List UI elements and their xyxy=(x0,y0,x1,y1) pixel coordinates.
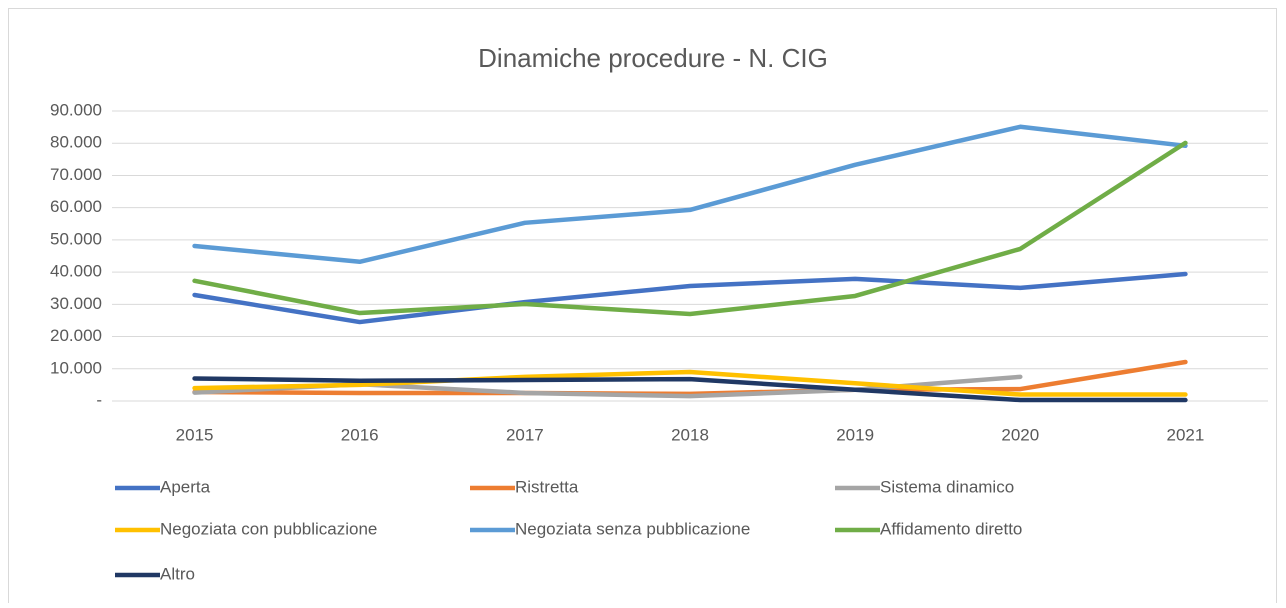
y-tick-label: - xyxy=(96,390,102,409)
legend-label: Negoziata con pubblicazione xyxy=(160,519,377,538)
legend-label: Ristretta xyxy=(515,477,579,496)
x-tick-label: 2015 xyxy=(176,425,214,444)
y-tick-label: 10.000 xyxy=(50,358,102,377)
series-line xyxy=(192,124,1188,265)
series-line xyxy=(192,359,1188,397)
legend-label: Altro xyxy=(160,564,195,583)
legend-label: Aperta xyxy=(160,477,211,496)
x-tick-label: 2017 xyxy=(506,425,544,444)
chart-frame xyxy=(8,8,1277,608)
legend-label: Negoziata senza pubblicazione xyxy=(515,519,750,538)
series-line xyxy=(192,369,1188,397)
chart-title: Dinamiche procedure - N. CIG xyxy=(478,43,828,73)
y-tick-label: 40.000 xyxy=(50,262,102,281)
series-line xyxy=(192,376,1188,403)
y-tick-label: 60.000 xyxy=(50,197,102,216)
y-tick-label: 30.000 xyxy=(50,294,102,313)
x-tick-label: 2021 xyxy=(1167,425,1205,444)
y-tick-label: 80.000 xyxy=(50,133,102,152)
x-tick-label: 2018 xyxy=(671,425,709,444)
legend-label: Sistema dinamico xyxy=(880,477,1014,496)
y-tick-label: 90.000 xyxy=(50,100,102,119)
x-tick-label: 2016 xyxy=(341,425,379,444)
legend-label: Affidamento diretto xyxy=(880,519,1022,538)
x-tick-label: 2020 xyxy=(1001,425,1039,444)
series-line xyxy=(192,140,1188,317)
y-tick-label: 70.000 xyxy=(50,165,102,184)
x-tick-label: 2019 xyxy=(836,425,874,444)
y-tick-label: 50.000 xyxy=(50,229,102,248)
y-tick-label: 20.000 xyxy=(50,326,102,345)
series-line xyxy=(192,271,1188,325)
